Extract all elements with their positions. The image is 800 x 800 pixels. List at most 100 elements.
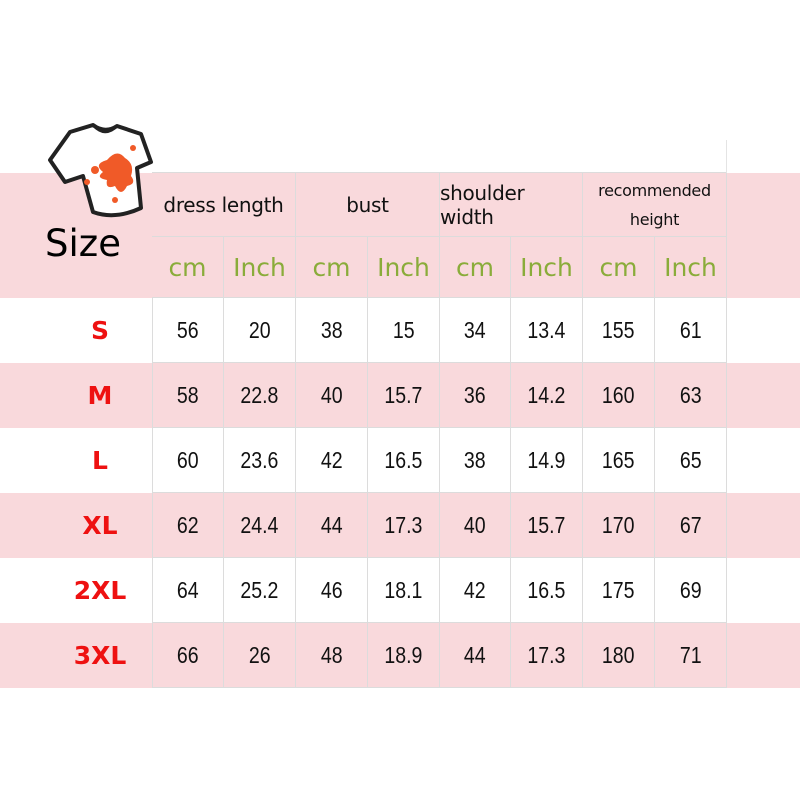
column-group-header: shoulder width — [440, 173, 583, 237]
cell-value: 26 — [248, 641, 271, 668]
cell-value: 14.2 — [527, 381, 566, 408]
table-cell: 40 — [296, 363, 368, 428]
table-cell: 40 — [440, 493, 511, 558]
cell-value: 24.4 — [240, 511, 279, 538]
cell-value: 63 — [679, 381, 702, 408]
cell-value: 64 — [177, 576, 199, 603]
cell-value: 16.5 — [527, 576, 566, 603]
cell-value: 40 — [464, 511, 486, 538]
unit-header: cm — [296, 237, 368, 298]
cell-value: 20 — [248, 316, 271, 343]
cell-value: 60 — [177, 446, 199, 473]
size-label: M — [87, 381, 113, 410]
table-cell: 71 — [655, 623, 727, 688]
cell-value: 34 — [464, 316, 486, 343]
cell-value: 175 — [602, 576, 635, 603]
cell-value: 18.1 — [384, 576, 423, 603]
cell-value: 15.7 — [527, 511, 566, 538]
cell-value: 48 — [320, 641, 343, 668]
column-group-header: recommended height — [583, 173, 727, 237]
cell-value: 56 — [177, 316, 199, 343]
table-cell: 65 — [655, 428, 727, 493]
cell-value: 66 — [177, 641, 199, 668]
cell-value: 42 — [320, 446, 343, 473]
table-cell: 38 — [440, 428, 511, 493]
table-edge-line — [726, 140, 727, 173]
size-label: XL — [82, 511, 118, 540]
size-label: 2XL — [73, 576, 127, 605]
cell-value: 14.9 — [527, 446, 566, 473]
table-cell: 16.5 — [511, 558, 583, 623]
table-cell: 15.7 — [368, 363, 440, 428]
cell-value: 46 — [320, 576, 343, 603]
table-cell: 17.3 — [368, 493, 440, 558]
cell-value: 22.8 — [240, 381, 279, 408]
table-cell: 44 — [296, 493, 368, 558]
table-cell: 64 — [152, 558, 224, 623]
table-cell: 25.2 — [224, 558, 296, 623]
row-band — [0, 623, 800, 688]
table-cell: 42 — [296, 428, 368, 493]
table-cell: 36 — [440, 363, 511, 428]
cell-value: 62 — [177, 511, 199, 538]
cell-value: 180 — [602, 641, 635, 668]
cell-value: 65 — [679, 446, 702, 473]
cell-value: 40 — [320, 381, 343, 408]
cell-value: 13.4 — [527, 316, 566, 343]
table-cell: 42 — [440, 558, 511, 623]
table-cell: 66 — [152, 623, 224, 688]
table-cell: 63 — [655, 363, 727, 428]
row-band — [0, 493, 800, 558]
table-cell: 14.2 — [511, 363, 583, 428]
cell-value: 170 — [602, 511, 635, 538]
cell-value: 17.3 — [527, 641, 566, 668]
cell-value: 69 — [679, 576, 702, 603]
table-cell: 67 — [655, 493, 727, 558]
table-cell: 14.9 — [511, 428, 583, 493]
table-cell: 165 — [583, 428, 655, 493]
table-cell: 180 — [583, 623, 655, 688]
size-label: 3XL — [73, 641, 127, 670]
table-cell: 60 — [152, 428, 224, 493]
cell-value: 44 — [320, 511, 343, 538]
table-cell: 48 — [296, 623, 368, 688]
unit-header: Inch — [224, 237, 296, 298]
table-cell: 56 — [152, 298, 224, 363]
table-cell: 18.1 — [368, 558, 440, 623]
table-cell: 22.8 — [224, 363, 296, 428]
unit-header: Inch — [655, 237, 727, 298]
table-top-border — [152, 172, 727, 173]
table-cell: 69 — [655, 558, 727, 623]
cell-value: 165 — [602, 446, 635, 473]
cell-value: 42 — [464, 576, 486, 603]
cell-value: 38 — [464, 446, 486, 473]
table-cell: 20 — [224, 298, 296, 363]
tshirt-paint-splash-icon — [48, 123, 153, 218]
unit-header: Inch — [368, 237, 440, 298]
table-cell: 58 — [152, 363, 224, 428]
column-group-header: dress length — [152, 173, 296, 237]
table-cell: 15.7 — [511, 493, 583, 558]
table-cell: 170 — [583, 493, 655, 558]
table-cell: 24.4 — [224, 493, 296, 558]
table-cell: 13.4 — [511, 298, 583, 363]
table-cell: 26 — [224, 623, 296, 688]
cell-value: 18.9 — [384, 641, 423, 668]
cell-value: 71 — [679, 641, 702, 668]
size-label: L — [92, 446, 108, 475]
cell-value: 38 — [320, 316, 343, 343]
size-label: S — [90, 316, 109, 345]
table-cell: 46 — [296, 558, 368, 623]
table-cell: 175 — [583, 558, 655, 623]
cell-value: 15.7 — [384, 381, 423, 408]
table-cell: 17.3 — [511, 623, 583, 688]
cell-value: 160 — [602, 381, 635, 408]
table-cell: 15 — [368, 298, 440, 363]
table-cell: 61 — [655, 298, 727, 363]
table-cell: 62 — [152, 493, 224, 558]
table-cell: 44 — [440, 623, 511, 688]
cell-value: 67 — [679, 511, 702, 538]
row-band — [0, 363, 800, 428]
